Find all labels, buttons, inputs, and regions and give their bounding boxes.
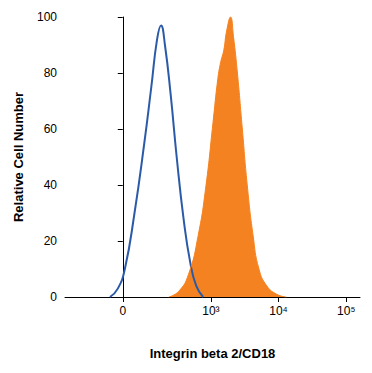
svg-text:10³: 10³ xyxy=(202,304,219,318)
svg-text:80: 80 xyxy=(44,66,58,80)
svg-text:Relative Cell Number: Relative Cell Number xyxy=(11,92,26,222)
svg-text:0: 0 xyxy=(50,290,57,304)
svg-text:10⁴: 10⁴ xyxy=(269,304,288,318)
svg-text:Integrin beta 2/CD18: Integrin beta 2/CD18 xyxy=(150,346,276,361)
svg-text:10⁵: 10⁵ xyxy=(337,304,355,318)
svg-text:40: 40 xyxy=(44,178,58,192)
svg-text:20: 20 xyxy=(44,234,58,248)
svg-text:100: 100 xyxy=(37,10,57,24)
svg-text:60: 60 xyxy=(44,122,58,136)
svg-text:0: 0 xyxy=(119,304,126,318)
